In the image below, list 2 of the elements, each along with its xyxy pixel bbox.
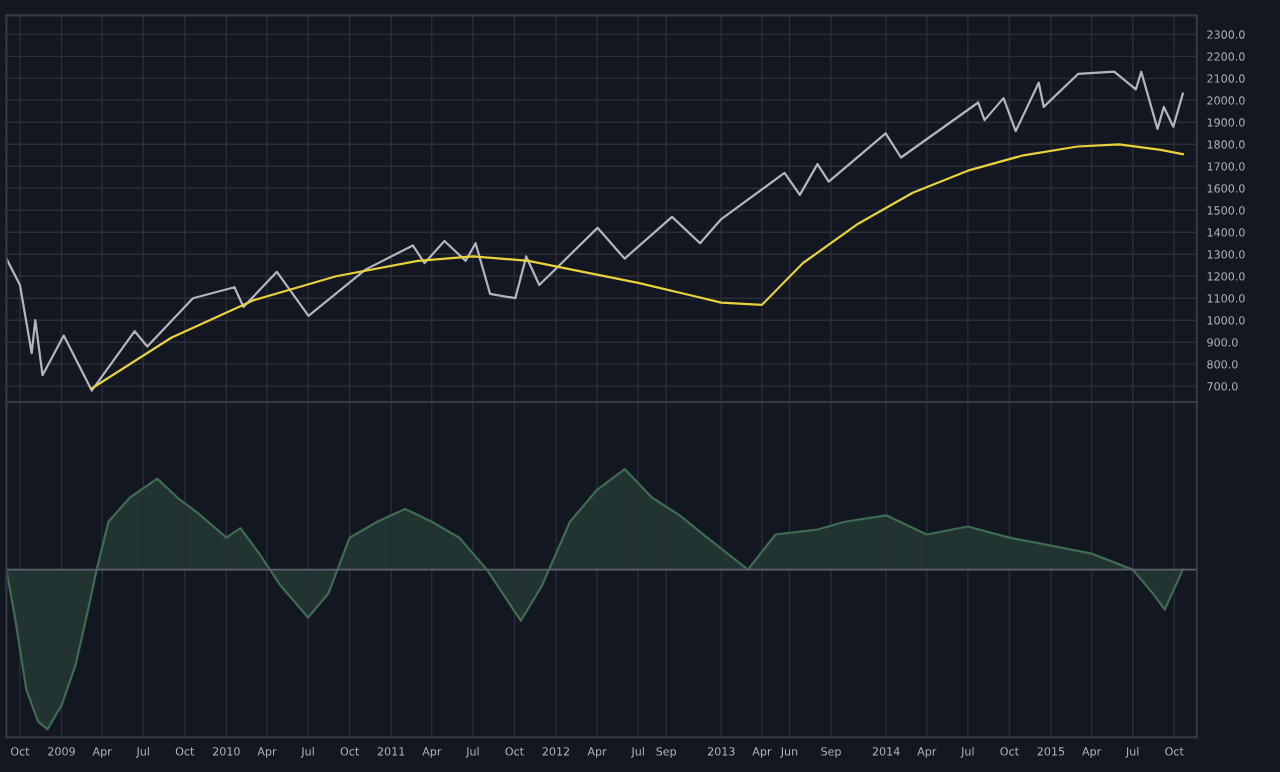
line-series — [6, 70, 1184, 392]
line-series — [90, 143, 1184, 390]
